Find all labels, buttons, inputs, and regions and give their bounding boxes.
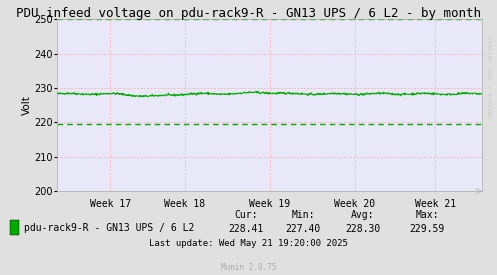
Text: RRDTOOL / TOBI OETIKER: RRDTOOL / TOBI OETIKER	[488, 36, 493, 118]
Text: Week 21: Week 21	[415, 199, 456, 209]
Text: Munin 2.0.75: Munin 2.0.75	[221, 263, 276, 272]
Text: Avg:: Avg:	[351, 210, 375, 220]
Y-axis label: Volt: Volt	[21, 95, 32, 115]
Text: 228.30: 228.30	[345, 224, 380, 234]
Text: Cur:: Cur:	[234, 210, 258, 220]
Text: 227.40: 227.40	[286, 224, 321, 234]
Text: Week 19: Week 19	[249, 199, 290, 209]
Text: pdu-rack9-R - GN13 UPS / 6 L2: pdu-rack9-R - GN13 UPS / 6 L2	[24, 222, 194, 233]
Text: 229.59: 229.59	[410, 224, 445, 234]
Text: Week 17: Week 17	[90, 199, 131, 209]
Text: Min:: Min:	[291, 210, 315, 220]
Text: 228.41: 228.41	[229, 224, 263, 234]
Text: Last update: Wed May 21 19:20:00 2025: Last update: Wed May 21 19:20:00 2025	[149, 239, 348, 248]
Text: Max:: Max:	[415, 210, 439, 220]
Text: Week 20: Week 20	[334, 199, 375, 209]
Text: PDU infeed voltage on pdu-rack9-R - GN13 UPS / 6 L2 - by month: PDU infeed voltage on pdu-rack9-R - GN13…	[16, 7, 481, 20]
Text: Week 18: Week 18	[164, 199, 205, 209]
